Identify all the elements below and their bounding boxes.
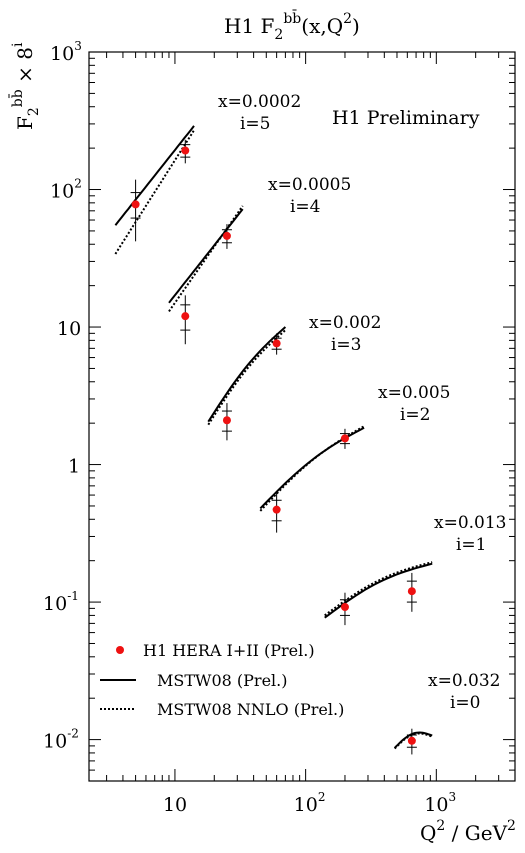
data-point: [340, 434, 349, 443]
nnlo-curve: [259, 425, 365, 512]
plot-frame: [88, 51, 516, 782]
bin-x-label: x=0.032: [428, 671, 501, 691]
bin-x-label: x=0.013: [434, 513, 507, 533]
mstw-curve: [324, 562, 433, 619]
x-tick-label: 10: [163, 794, 187, 816]
preliminary-annotation: H1 Preliminary: [332, 107, 480, 129]
mstw-curve: [168, 208, 244, 304]
data-point: [340, 603, 349, 612]
data-point: [131, 200, 140, 209]
nnlo-curve: [324, 561, 433, 617]
y-tick-label: 1: [68, 456, 80, 478]
data-points: [130, 139, 417, 755]
y-tick-label: 102: [50, 177, 82, 203]
bin-i-label: i=1: [456, 535, 487, 555]
nnlo-curve: [393, 732, 433, 750]
mstw-curve: [207, 326, 287, 423]
chart-title: H1 F2bb̄(x,Q2): [224, 9, 360, 43]
bin-x-label: x=0.0002: [218, 92, 301, 112]
bin-x-label: x=0.005: [378, 383, 451, 403]
data-point: [181, 146, 190, 155]
x-axis-label: Q2 / GeV2: [420, 818, 516, 845]
axis-tick-labels: 10 102 103 10-2 10-1 1 10 102 103: [43, 39, 456, 816]
bin-i-label: i=3: [331, 335, 362, 355]
nnlo-curve: [114, 129, 195, 255]
data-point: [181, 312, 190, 321]
bin-x-label: x=0.0005: [268, 175, 351, 195]
nnlo-curve: [168, 205, 244, 312]
data-point: [407, 587, 416, 596]
bin-x-label: x=0.002: [309, 313, 382, 333]
bin-labels: x=0.0002i=5x=0.0005i=4x=0.002i=3x=0.005i…: [218, 92, 507, 713]
mstw-curve: [114, 125, 195, 226]
bin-i-label: i=0: [450, 693, 481, 713]
x-tick-label: 102: [294, 790, 326, 816]
data-point: [407, 736, 416, 745]
legend: H1 HERA I+II (Prel.) MSTW08 (Prel.) MSTW…: [100, 641, 344, 719]
legend-mstw-label: MSTW08 (Prel.): [157, 671, 287, 690]
legend-data-label: H1 HERA I+II (Prel.): [143, 641, 315, 660]
bin-i-label: i=2: [400, 405, 431, 425]
legend-data-marker: [116, 646, 124, 654]
x-tick-label: 103: [424, 790, 456, 816]
data-point: [272, 505, 281, 514]
y-tick-label: 10-2: [43, 727, 79, 753]
axis-ticks: [89, 52, 516, 782]
legend-nnlo-label: MSTW08 NNLO (Prel.): [157, 700, 344, 719]
bin-i-label: i=4: [290, 197, 321, 217]
data-point: [222, 416, 231, 425]
data-point: [272, 339, 281, 348]
y-axis-label: F2bb̄ × 8i: [8, 42, 42, 130]
y-tick-label: 103: [50, 39, 82, 65]
bin-i-label: i=5: [240, 114, 271, 134]
y-tick-label: 10-1: [43, 589, 79, 615]
data-point: [222, 231, 231, 240]
nnlo-curve: [207, 329, 287, 426]
y-tick-label: 10: [57, 318, 81, 340]
